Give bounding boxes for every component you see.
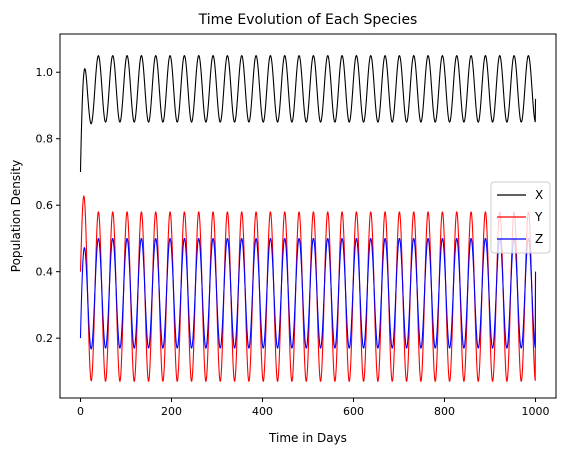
x-axis-label: Time in Days <box>268 431 347 445</box>
x-tick-label: 0 <box>77 405 84 418</box>
x-tick-label: 1000 <box>522 405 550 418</box>
y-ticks: 0.2 0.4 0.6 0.8 1.0 <box>36 66 60 345</box>
legend-label-x: X <box>535 188 543 202</box>
y-tick-label: 0.8 <box>36 133 54 146</box>
series-line-z <box>79 237 537 350</box>
series-line-x <box>79 55 537 172</box>
y-tick-label: 1.0 <box>36 66 54 79</box>
x-tick-label: 800 <box>434 405 455 418</box>
x-ticks: 0 200 400 600 800 1000 <box>77 398 550 418</box>
x-tick-label: 400 <box>252 405 273 418</box>
y-tick-label: 0.6 <box>36 199 54 212</box>
legend-label-y: Y <box>534 210 543 224</box>
legend: XYZ <box>490 181 551 254</box>
x-tick-label: 200 <box>161 405 182 418</box>
y-tick-label: 0.4 <box>36 266 54 279</box>
y-tick-label: 0.2 <box>36 332 54 345</box>
chart-title: Time Evolution of Each Species <box>198 12 418 28</box>
y-axis-label: Population Density <box>9 160 23 272</box>
x-tick-label: 600 <box>343 405 364 418</box>
series-layer <box>79 55 537 382</box>
plot-frame <box>59 33 557 399</box>
legend-label-z: Z <box>535 232 543 246</box>
legend-items: XYZ <box>497 188 543 246</box>
